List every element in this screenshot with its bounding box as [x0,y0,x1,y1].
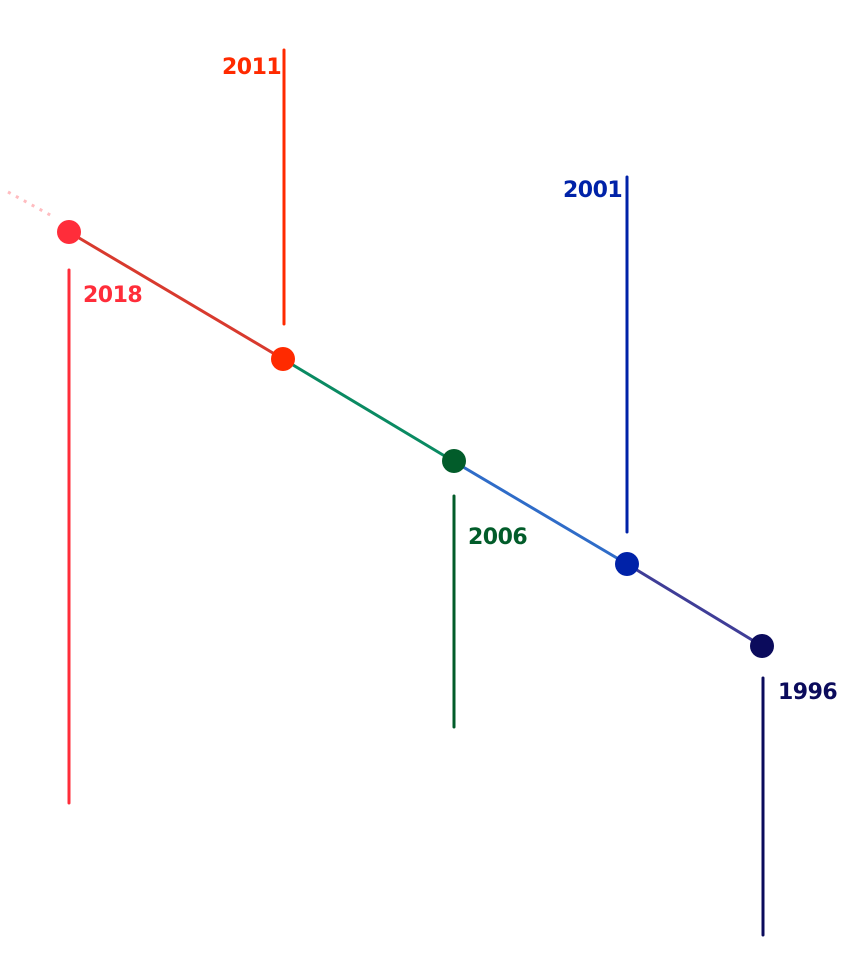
segment-2011-2006 [282,357,454,463]
timeline-nodes [57,220,774,658]
node-2011 [271,347,295,371]
node-2006 [442,449,466,473]
timeline-lead-in [7,190,53,218]
year-label-2011: 2011 [222,55,281,80]
segment-2001-1996 [626,562,763,648]
year-label-1996: 1996 [778,680,837,705]
node-2001 [615,552,639,576]
node-2018 [57,220,81,244]
timeline-labels: 2018 2011 2006 2001 1996 [83,55,838,705]
segment-2018-2011 [68,230,284,361]
year-label-2001: 2001 [563,178,622,203]
lead-in-dots [7,190,53,218]
node-1996 [750,634,774,658]
year-label-2006: 2006 [468,525,527,550]
timeline-segments [68,230,763,648]
year-label-2018: 2018 [83,283,142,308]
timeline-markers [67,48,765,937]
segment-2006-2001 [452,459,628,566]
